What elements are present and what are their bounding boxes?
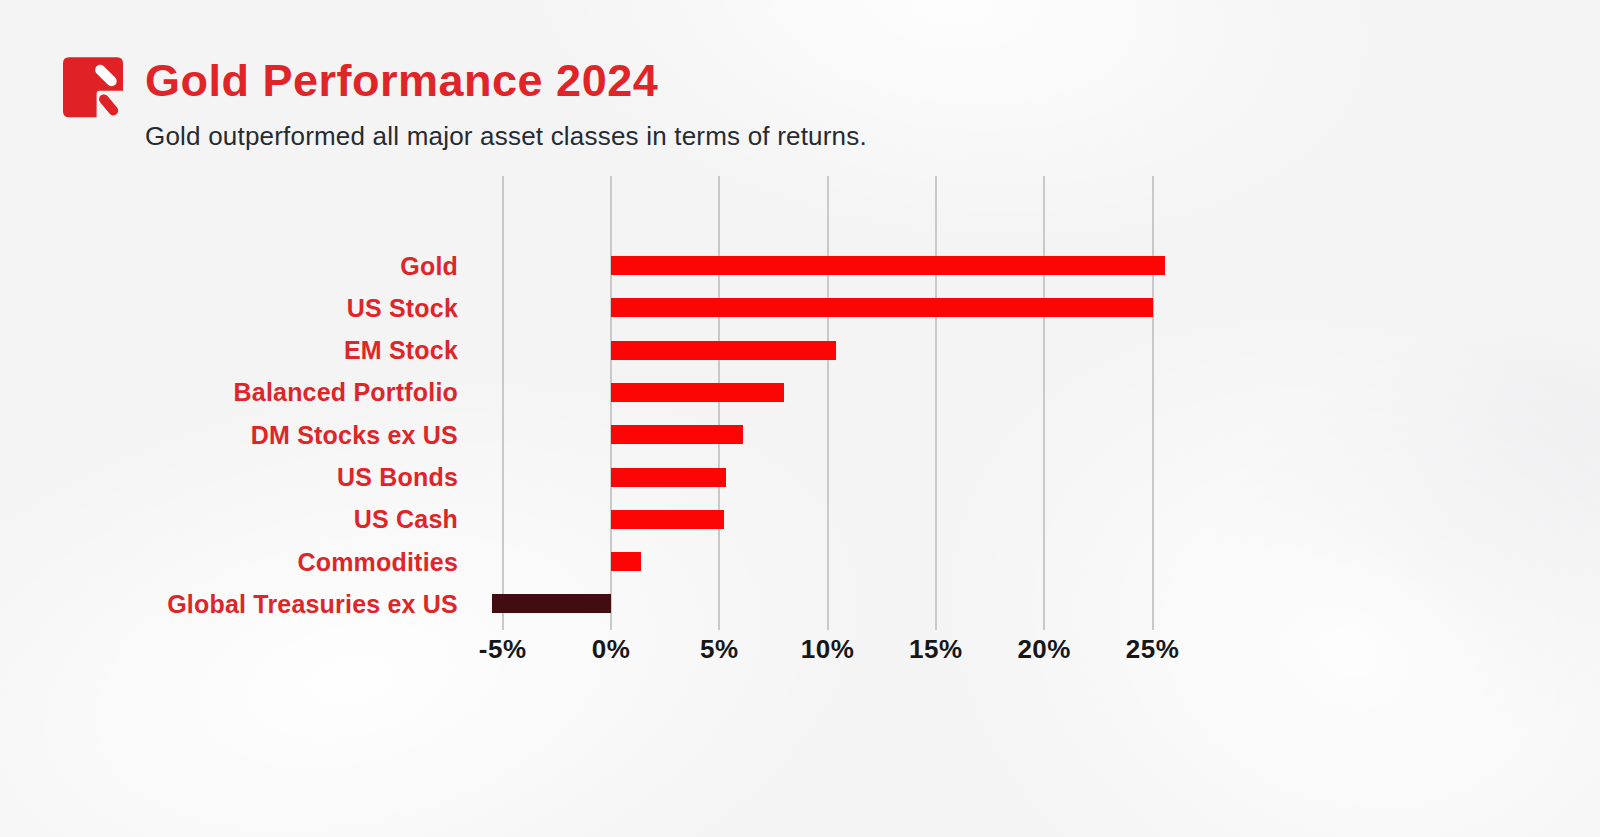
category-label-us-bonds: US Bonds xyxy=(337,461,458,493)
gridline-5% xyxy=(718,176,720,630)
category-label-em-stock: EM Stock xyxy=(344,334,458,366)
category-label-commodities: Commodities xyxy=(297,546,458,578)
bar-chart: Gold US Stock EM Stock Balanced Portfolio DM… xyxy=(0,0,1600,837)
gridline-10% xyxy=(827,176,829,630)
gridline--5% xyxy=(502,176,504,630)
bar-us-stock xyxy=(611,298,1153,317)
bar-dm-stocks-ex-us xyxy=(611,425,743,444)
x-tick-label-25pct: 25% xyxy=(1093,634,1213,665)
bar-global-treasuries-ex-us xyxy=(492,594,611,613)
x-tick-label--5pct: -5% xyxy=(443,634,563,665)
category-label-gold: Gold xyxy=(400,250,458,282)
bar-em-stock xyxy=(611,341,836,360)
gridline-15% xyxy=(935,176,937,630)
x-tick-label-5pct: 5% xyxy=(659,634,779,665)
bar-us-bonds xyxy=(611,468,726,487)
category-label-us-stock: US Stock xyxy=(347,292,458,324)
category-label-us-cash: US Cash xyxy=(354,503,458,535)
bar-us-cash xyxy=(611,510,724,529)
category-label-global-treasuries-ex-us: Global Treasuries ex US xyxy=(167,588,458,620)
x-tick-label-0pct: 0% xyxy=(551,634,671,665)
x-tick-label-20pct: 20% xyxy=(984,634,1104,665)
x-tick-label-15pct: 15% xyxy=(876,634,996,665)
bar-gold xyxy=(611,256,1165,275)
gridline-20% xyxy=(1043,176,1045,630)
gridline-25% xyxy=(1152,176,1154,630)
category-label-dm-stocks-ex-us: DM Stocks ex US xyxy=(251,419,458,451)
category-label-balanced-portfolio: Balanced Portfolio xyxy=(234,376,458,408)
bar-balanced-portfolio xyxy=(611,383,784,402)
bar-commodities xyxy=(611,552,641,571)
x-tick-label-10pct: 10% xyxy=(768,634,888,665)
